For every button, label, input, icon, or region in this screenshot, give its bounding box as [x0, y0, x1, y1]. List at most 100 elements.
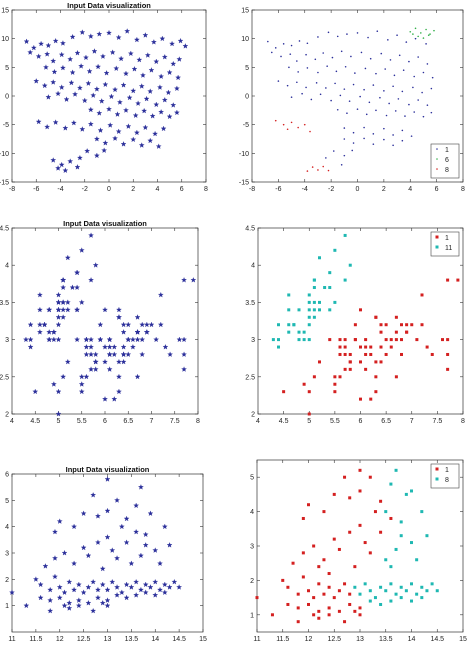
data-point	[55, 165, 61, 171]
data-point	[162, 344, 169, 350]
data-point	[348, 496, 352, 500]
data-point	[95, 63, 101, 70]
data-point	[337, 609, 341, 613]
data-point	[150, 39, 157, 45]
data-point	[301, 92, 303, 95]
series-1	[23, 232, 197, 417]
data-point	[55, 299, 62, 305]
data-point	[425, 28, 427, 31]
data-point	[134, 373, 141, 380]
data-point	[430, 111, 433, 114]
data-point	[55, 314, 62, 320]
y-tick-label: 15	[1, 8, 9, 15]
data-point	[114, 111, 121, 117]
data-point	[322, 558, 326, 562]
data-point	[376, 30, 379, 33]
data-point	[396, 34, 398, 37]
data-point	[328, 308, 332, 312]
data-point	[307, 308, 311, 312]
data-point	[143, 329, 150, 335]
data-point	[159, 35, 166, 42]
data-point	[302, 382, 306, 386]
data-point	[135, 100, 141, 106]
data-point	[166, 69, 173, 75]
data-point	[83, 344, 90, 350]
data-point	[277, 338, 280, 342]
data-point	[120, 82, 127, 88]
data-point	[318, 300, 321, 304]
data-point	[322, 592, 326, 596]
data-point	[380, 52, 383, 55]
data-point	[170, 102, 177, 108]
data-point	[63, 96, 70, 102]
data-point	[130, 87, 137, 94]
series-1	[9, 476, 183, 614]
data-point	[446, 367, 450, 371]
data-point	[80, 510, 87, 516]
data-point	[296, 620, 300, 624]
data-point	[415, 338, 419, 342]
data-point	[118, 523, 125, 530]
data-point	[123, 70, 129, 77]
data-point	[282, 390, 286, 394]
data-point	[417, 35, 419, 38]
data-point	[348, 602, 352, 606]
data-point	[75, 581, 82, 588]
series-6	[409, 27, 435, 39]
data-point	[47, 607, 54, 614]
legend-label: 8	[445, 477, 449, 484]
data-point	[50, 329, 57, 335]
data-point	[358, 606, 362, 610]
data-point	[389, 565, 393, 569]
data-point	[301, 516, 305, 520]
data-point	[111, 351, 118, 357]
data-point	[414, 37, 417, 40]
data-point	[124, 28, 131, 34]
data-point	[441, 338, 444, 342]
data-point	[157, 321, 164, 328]
data-point	[81, 97, 88, 104]
data-point	[131, 66, 138, 72]
data-point	[383, 127, 385, 130]
data-point	[420, 596, 424, 600]
x-tick-label: -6	[275, 186, 281, 193]
data-point	[353, 338, 357, 342]
data-point	[312, 315, 316, 319]
data-point	[401, 90, 404, 93]
data-point	[133, 502, 140, 509]
data-point	[358, 489, 362, 493]
data-point	[330, 99, 332, 102]
data-point	[147, 137, 154, 144]
data-point	[333, 375, 337, 379]
data-point	[111, 344, 118, 350]
data-point	[136, 56, 143, 63]
data-point	[133, 578, 140, 585]
data-point	[171, 578, 178, 585]
data-point	[52, 37, 59, 44]
data-point	[138, 83, 145, 89]
data-point	[37, 329, 43, 335]
data-point	[408, 60, 410, 63]
data-point	[139, 321, 146, 328]
data-point	[333, 300, 337, 304]
x-tick-label: 8	[461, 418, 465, 425]
plot-area	[11, 473, 204, 633]
data-point	[358, 468, 362, 472]
data-point	[64, 299, 71, 305]
data-point	[385, 114, 388, 117]
legend-box	[430, 143, 460, 179]
data-point	[55, 90, 61, 97]
x-tick-label: 13.5	[379, 636, 393, 643]
series-1	[23, 28, 189, 173]
chart-panel-3: 4 4.5 5 5.5 6 6.5 7 7.5 8 2 2.5 3 3.5 4 4.5 Input Data …	[0, 219, 200, 425]
data-point	[410, 582, 413, 586]
data-point	[317, 71, 319, 74]
data-point	[412, 33, 414, 35]
data-point	[176, 584, 183, 590]
data-point	[351, 149, 354, 152]
legend-marker	[436, 168, 438, 170]
x-tick-label: 8	[196, 418, 200, 425]
x-tick-label: 15	[459, 636, 467, 643]
series-1	[255, 468, 393, 624]
data-point	[425, 534, 429, 538]
